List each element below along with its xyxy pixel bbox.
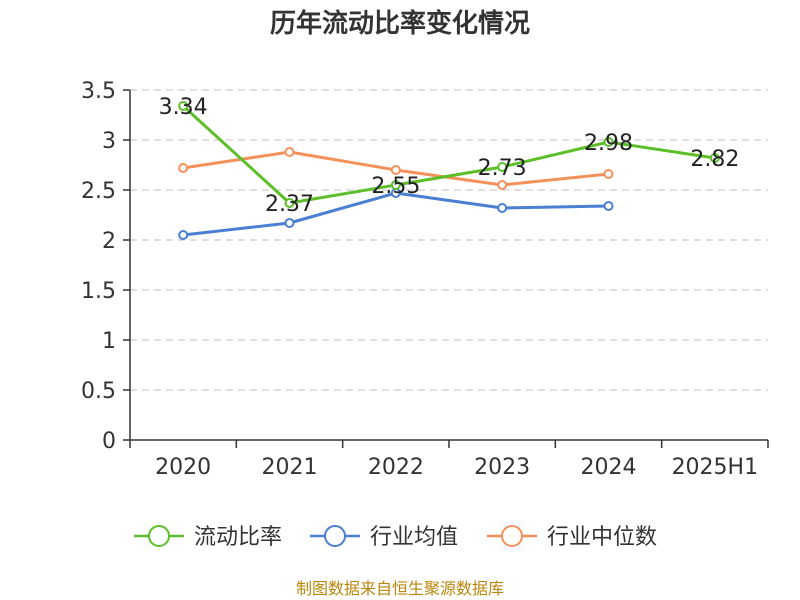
legend-label: 行业中位数 — [547, 525, 657, 550]
x-tick-label: 2022 — [368, 455, 424, 480]
y-tick-label: 3 — [102, 129, 116, 154]
data-point[interactable] — [390, 165, 401, 175]
y-tick-label: 2 — [102, 229, 116, 254]
data-label: 2.73 — [478, 156, 527, 181]
data-point[interactable] — [178, 101, 189, 111]
series-line-1 — [182, 104, 716, 205]
data-label: 3.34 — [159, 95, 208, 120]
source-note: 制图数据来自恒生聚源数据库 — [296, 579, 504, 598]
legend-item-1[interactable]: 流动比率 — [134, 525, 282, 550]
data-label: 2.37 — [265, 192, 314, 217]
legend-item-2[interactable]: 行业均值 — [310, 525, 458, 550]
y-tick-label: 1 — [102, 329, 116, 354]
series-lines — [178, 101, 720, 240]
data-label: 2.55 — [371, 174, 420, 199]
data-point[interactable] — [497, 203, 508, 213]
y-tick-label: 2.5 — [81, 179, 116, 204]
legend-item-3[interactable]: 行业中位数 — [487, 525, 657, 550]
data-label: 2.98 — [584, 131, 633, 156]
data-point[interactable] — [603, 201, 614, 211]
data-point[interactable] — [178, 163, 189, 173]
legend-marker — [501, 525, 523, 547]
y-tick-label: 1.5 — [81, 279, 116, 304]
x-tick-label: 2024 — [581, 455, 637, 480]
data-point[interactable] — [284, 147, 295, 157]
x-tick-label: 2023 — [474, 455, 530, 480]
x-tick-label: 2020 — [155, 455, 211, 480]
legend-marker — [324, 525, 346, 547]
data-labels: 3.34 2.37 2.55 2.73 2.98 2.82 — [159, 95, 740, 217]
legend-marker — [148, 525, 170, 547]
data-point[interactable] — [497, 180, 508, 190]
data-point[interactable] — [497, 162, 508, 172]
data-point[interactable] — [284, 198, 295, 208]
y-tick-label: 0.5 — [81, 379, 116, 404]
y-tick-label: 0 — [102, 429, 116, 454]
data-point[interactable] — [709, 153, 720, 163]
series-line-2 — [182, 191, 609, 237]
legend[interactable]: 流动比率 行业均值 行业中位数 — [134, 525, 657, 550]
y-tick-label: 3.5 — [81, 79, 116, 104]
grid-lines — [130, 89, 768, 391]
x-tick-label: 2025H1 — [672, 455, 759, 480]
data-point[interactable] — [284, 218, 295, 228]
data-label: 2.82 — [690, 147, 739, 172]
x-tick-label: 2021 — [262, 455, 318, 480]
axes: 0 0.5 1 1.5 2 2.5 3 3.5 2020 2021 2022 2023 2024 2025… — [81, 79, 769, 480]
data-point[interactable] — [603, 137, 614, 147]
data-point[interactable] — [390, 180, 401, 190]
legend-label: 行业均值 — [370, 525, 458, 550]
data-point[interactable] — [603, 169, 614, 179]
legend-label: 流动比率 — [194, 525, 282, 550]
chart-title: 历年流动比率变化情况 — [270, 8, 530, 39]
data-point[interactable] — [178, 230, 189, 240]
